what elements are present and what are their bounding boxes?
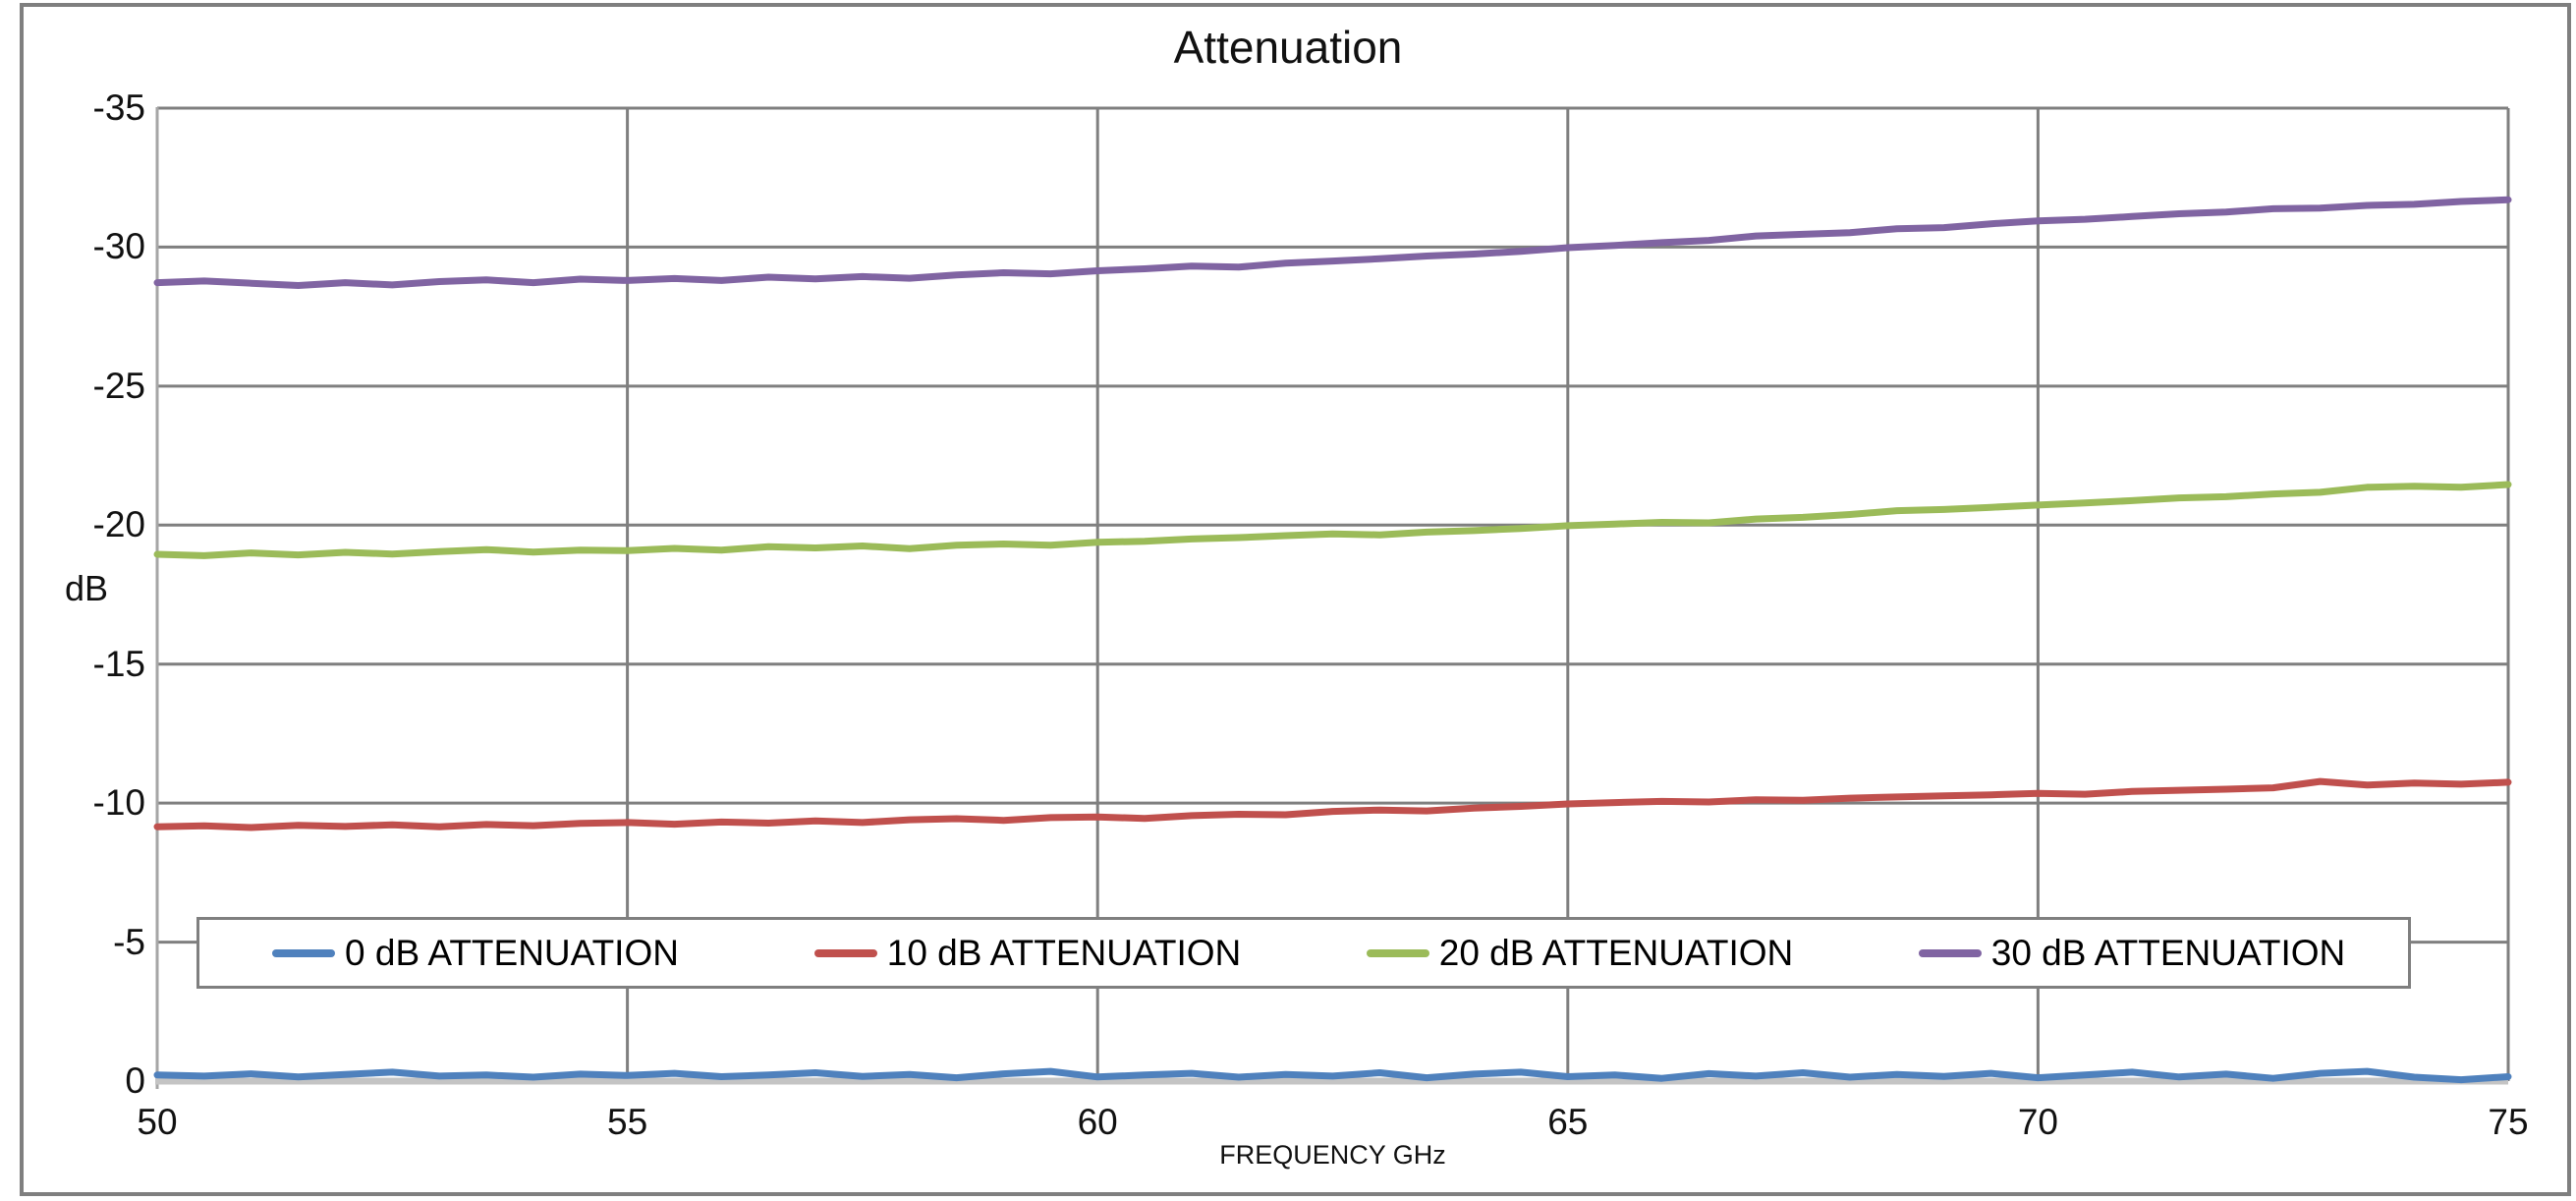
- legend-label: 30 dB ATTENUATION: [1990, 932, 2346, 973]
- x-tick-label-50: 50: [137, 1102, 178, 1142]
- legend: 0 dB ATTENUATION 10 dB ATTENUATION 20 dB A…: [196, 917, 2411, 989]
- y-tick-label--10: -10: [92, 782, 145, 824]
- y-tick-label--5: -5: [113, 921, 145, 962]
- legend-swatch-icon: [272, 948, 336, 957]
- x-tick-label-55: 55: [607, 1102, 648, 1142]
- legend-label: 10 dB ATTENUATION: [886, 932, 1242, 973]
- series-line-30-db-attenuation: [153, 196, 2512, 289]
- legend-swatch-icon: [1366, 948, 1429, 957]
- x-tick-label-75: 75: [2488, 1102, 2529, 1142]
- y-tick-label--35: -35: [92, 87, 145, 128]
- legend-entry-30-db-attenuation: 30 dB ATTENUATION: [1856, 933, 2408, 974]
- legend-swatch-icon: [813, 948, 877, 957]
- x-axis-title: FREQUENCY GHz: [1219, 1140, 1446, 1170]
- series-line-20-db-attenuation: [153, 481, 2512, 559]
- x-tick-label-65: 65: [1547, 1102, 1589, 1142]
- chart-title: Attenuation: [1173, 22, 1403, 73]
- chart-outer-border: [20, 3, 2571, 1196]
- y-tick-label--20: -20: [92, 504, 145, 545]
- legend-entry-0-db-attenuation: 0 dB ATTENUATION: [199, 933, 752, 974]
- series-line-10-db-attenuation: [153, 777, 2512, 831]
- legend-entry-10-db-attenuation: 10 dB ATTENUATION: [752, 933, 1304, 974]
- y-tick-label-0: 0: [125, 1060, 145, 1101]
- series-line-0-db-attenuation: [153, 1067, 2512, 1084]
- y-tick-label--25: -25: [92, 365, 145, 406]
- legend-swatch-icon: [1918, 948, 1982, 957]
- legend-label: 20 dB ATTENUATION: [1438, 932, 1794, 973]
- x-tick-label-60: 60: [1077, 1102, 1118, 1142]
- legend-entry-20-db-attenuation: 20 dB ATTENUATION: [1304, 933, 1856, 974]
- x-tick-label-70: 70: [2017, 1102, 2058, 1142]
- legend-label: 0 dB ATTENUATION: [345, 932, 679, 973]
- y-axis-title: dB: [64, 568, 109, 608]
- y-tick-label--15: -15: [92, 643, 145, 684]
- y-tick-label--30: -30: [92, 226, 145, 267]
